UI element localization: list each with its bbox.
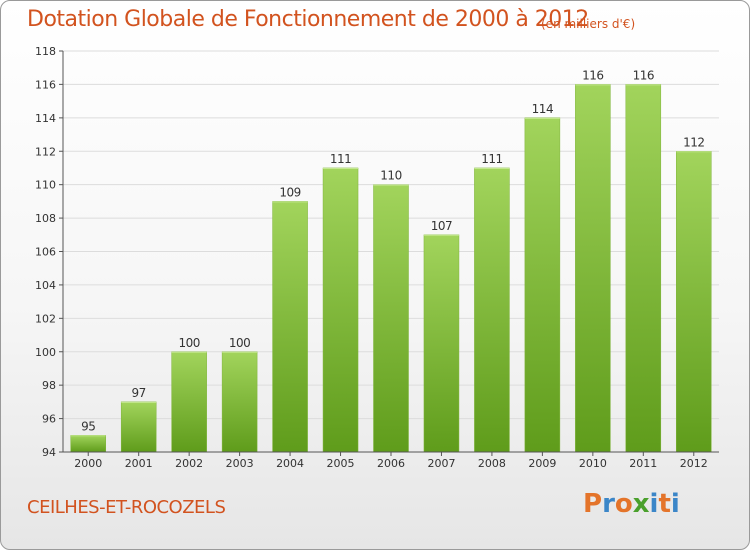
x-tick-label: 2008 (478, 457, 506, 470)
y-tick-label: 100 (35, 346, 56, 359)
bar (120, 401, 157, 453)
y-tick-label: 110 (35, 179, 56, 192)
x-tick-label: 2009 (528, 457, 556, 470)
x-tick-label: 2002 (175, 457, 203, 470)
y-tick-label: 112 (35, 145, 56, 158)
data-label: 109 (279, 185, 300, 199)
y-tick-label: 106 (35, 246, 56, 259)
bar (373, 184, 409, 453)
y-tick-label: 118 (35, 45, 56, 58)
x-tick-label: 2011 (629, 457, 657, 470)
data-label: 114 (532, 102, 553, 116)
data-label: 100 (178, 336, 199, 350)
axes (59, 50, 719, 456)
data-label: 116 (582, 68, 603, 82)
x-tick-label: 2001 (125, 457, 153, 470)
x-tick-label: 2003 (226, 457, 254, 470)
y-tick-label: 102 (35, 312, 56, 325)
x-tick-label: 2000 (74, 457, 102, 470)
x-tick-label: 2007 (427, 457, 455, 470)
logo-letter: r (602, 489, 615, 519)
bar (575, 84, 611, 453)
bar (423, 234, 460, 453)
bar (676, 151, 712, 453)
y-tick-label: 94 (42, 446, 56, 459)
bar (171, 351, 207, 453)
y-tick-label: 114 (35, 112, 56, 125)
chart-subtitle: (en milliers d'€) (541, 17, 636, 31)
logo-letter: P (583, 489, 603, 519)
data-label: 100 (229, 336, 250, 350)
data-label: 97 (132, 386, 146, 400)
bar (524, 117, 561, 453)
y-tick-label: 108 (35, 212, 56, 225)
labels: 94 96 98 100 102 104 106 108 110 112 114 116 118 95 20… (35, 45, 708, 470)
bar (221, 351, 258, 453)
bar (474, 167, 510, 453)
chart-title: Dotation Globale de Fonctionnement de 20… (27, 7, 589, 32)
bar (272, 201, 308, 453)
logo-letter: x (632, 489, 650, 519)
logo-letter: t (658, 489, 671, 519)
bar (70, 435, 106, 453)
data-label: 116 (633, 68, 654, 82)
data-label: 110 (380, 169, 401, 183)
bar (322, 167, 359, 453)
data-label: 111 (481, 152, 502, 166)
bar (625, 84, 662, 453)
logo-letter: i (649, 489, 659, 519)
commune-name: CEILHES-ET-ROCOZELS (27, 497, 226, 518)
y-tick-label: 116 (35, 78, 56, 91)
logo-letter: o (614, 489, 633, 519)
y-tick-label: 96 (42, 413, 56, 426)
x-tick-label: 2010 (579, 457, 607, 470)
data-label: 111 (330, 152, 351, 166)
data-label: 95 (81, 419, 95, 433)
y-tick-label: 104 (35, 279, 56, 292)
x-tick-label: 2012 (680, 457, 708, 470)
y-tick-label: 98 (42, 379, 56, 392)
x-tick-label: 2006 (377, 457, 405, 470)
logo-letter: i (670, 489, 680, 519)
proxiti-logo: Proxiti (583, 489, 680, 519)
bars (70, 84, 712, 453)
x-tick-label: 2005 (327, 457, 355, 470)
data-label: 112 (683, 135, 704, 149)
data-label: 107 (431, 219, 452, 233)
x-tick-label: 2004 (276, 457, 304, 470)
